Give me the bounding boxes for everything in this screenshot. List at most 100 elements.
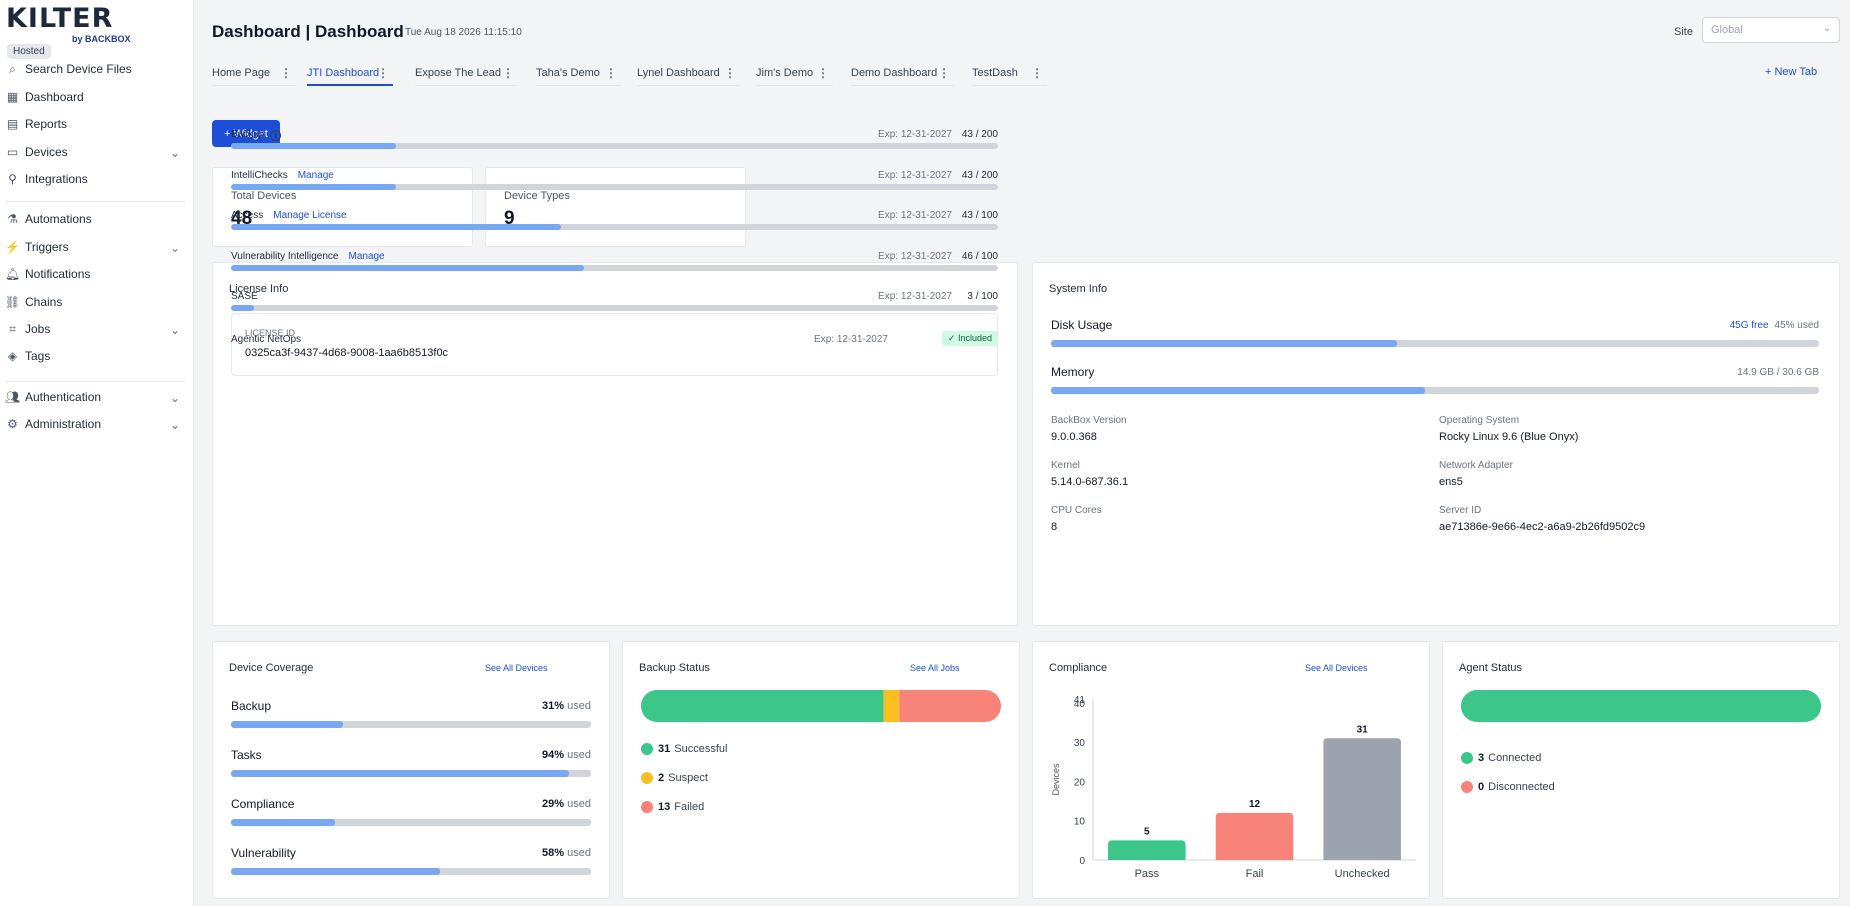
see-all-jobs-link[interactable]: See All Jobs [910,663,960,673]
sidebar-item-tags[interactable]: ◈ Tags [0,343,194,369]
kilter-logo[interactable]: KILTER by BACKBOX [6,3,131,45]
sidebar-item-search-device-files[interactable]: ⌕ Search Device Files [0,56,194,82]
y-tick-label: 40 [1074,699,1086,710]
license-manage-link[interactable]: Manage License [273,210,347,221]
license-usage-bar [231,224,998,230]
license-usage-bar [231,265,998,271]
device-coverage-card: Device Coverage See All Devices Backup 31… [212,641,610,899]
backup-segment-successful[interactable] [641,690,884,722]
see-all-devices-link[interactable]: See All Devices [485,663,548,673]
card-title: Agent Status [1459,662,1522,674]
sidebar-item-reports[interactable]: ▤ Reports [0,111,194,137]
tab-label: Lynel Dashboard [637,67,720,79]
tab-jti-dashboard[interactable]: JTI Dashboard ⋮ [307,62,393,86]
tab-expose-the-lead[interactable]: Expose The Lead ⋮ [415,62,518,86]
flask-icon: ⚗ [7,212,18,226]
kebab-menu-icon[interactable]: ⋮ [938,66,950,80]
bar-pass[interactable] [1108,840,1186,860]
tab-label: Jim's Demo [756,67,814,79]
coverage-used-word: used [567,749,591,761]
field-key: Kernel [1051,460,1080,471]
chevron-down-icon[interactable]: ⌄ [169,241,180,255]
kebab-menu-icon[interactable]: ⋮ [605,66,617,80]
sidebar-item-integrations[interactable]: ⚲ Integrations [0,166,194,192]
kebab-menu-icon[interactable]: ⋮ [502,66,514,80]
backup-segment-failed[interactable] [899,690,1001,722]
bar-unchecked[interactable] [1323,738,1401,860]
chevron-down-icon[interactable]: ⌄ [169,323,180,337]
license-expiry: Exp: 12-31-2027 [878,129,952,140]
coverage-percent-value: 58% [542,847,565,859]
backup-segment-suspect[interactable] [883,690,900,722]
coverage-fill [231,721,343,728]
sidebar-item-triggers[interactable]: ⚡ Triggers ⌄ [0,234,194,260]
sidebar: KILTER by BACKBOX Hosted ⌕ Search Device … [0,0,194,906]
tab-demo-dashboard[interactable]: Demo Dashboard ⋮ [851,62,954,86]
coverage-row-vulnerability: Vulnerability 58% used [231,846,591,875]
kebab-menu-icon[interactable]: ⋮ [377,66,389,80]
sidebar-item-dashboard[interactable]: ▦ Dashboard [0,84,194,110]
license-expiry: Exp: 12-31-2027 [878,291,952,302]
license-id-value[interactable]: 0325ca3f-9437-4d68-9008-1aa6b8513f0c [245,347,449,359]
coverage-row-tasks: Tasks 94% used [231,748,591,777]
sidebar-item-notifications[interactable]: 🔔︎ Notifications [0,261,194,287]
license-expiry: Exp: 12-31-2027 [878,251,952,262]
site-select[interactable]: Global ⌄ [1702,17,1840,43]
sidebar-item-authentication[interactable]: 👥︎ Authentication ⌄ [0,384,194,410]
kebab-menu-icon[interactable]: ⋮ [280,66,292,80]
sidebar-item-devices[interactable]: ▭ Devices ⌄ [0,139,194,165]
stat-label: Total Devices [231,190,297,202]
license-manage-link[interactable]: Manage [348,251,385,262]
sidebar-item-chains[interactable]: ⛓ Chains [0,289,194,315]
legend-count: 3 [1478,752,1485,764]
license-info-card: License Info LICENSE ID 0325ca3f-9437-4d… [212,129,1018,626]
chevron-down-icon[interactable]: ⌄ [169,391,180,405]
sidebar-item-automations[interactable]: ⚗ Automations [0,206,194,232]
sidebar-item-administration[interactable]: ⚙ Administration ⌄ [0,411,194,437]
tab-label: Expose The Lead [415,67,502,79]
license-name-text: Agentic NetOps [231,334,302,345]
coverage-label: Tasks [231,748,262,762]
bar-value-label: 12 [1249,799,1261,810]
tab-taha-s-demo[interactable]: Taha's Demo ⋮ [536,62,621,86]
legend-successful: 31 Successful [641,743,727,755]
coverage-label: Compliance [231,797,295,811]
chevron-down-icon[interactable]: ⌄ [169,418,180,432]
hosted-badge: Hosted [7,44,51,59]
coverage-row-backup: Backup 31% used [231,699,591,728]
see-all-devices-link[interactable]: See All Devices [1305,663,1368,673]
kebab-menu-icon[interactable]: ⋮ [724,66,736,80]
agent-segment-connected[interactable] [1461,690,1821,722]
disk-usage-fill [1051,340,1397,347]
kebab-menu-icon[interactable]: ⋮ [1031,66,1043,80]
field-value: 8 [1051,521,1058,533]
dashboard-icon: ▦ [6,90,19,104]
sidebar-item-jobs[interactable]: ⌗ Jobs ⌄ [0,316,194,342]
disk-free-link[interactable]: 45G free [1729,320,1769,331]
sidebar-item-label: Jobs [25,322,51,336]
license-usage-fill [231,184,396,190]
tab-home-page[interactable]: Home Page ⋮ [212,62,296,86]
server-id: Server ID ae71386e-9e66-4ec2-a6a9-2b26fd9… [1439,505,1645,533]
tab-testdash[interactable]: TestDash ⋮ [972,62,1047,86]
add-widget-button[interactable]: + Widget [212,120,280,147]
license-name: SASE [231,291,258,302]
new-tab-button[interactable]: + New Tab [1765,66,1818,78]
bar-value-label: 31 [1357,724,1369,735]
logo-wordmark: KILTER [6,3,114,34]
field-value: Rocky Linux 9.6 (Blue Onyx) [1439,431,1579,443]
field-key: Operating System [1439,415,1520,426]
sidebar-divider [6,381,185,382]
tab-jim-s-demo[interactable]: Jim's Demo ⋮ [756,62,833,86]
search-icon: ⌕ [9,61,16,76]
agent-status-card: Agent Status 3 Connected 0 Disconnected [1442,641,1840,899]
coverage-label: Vulnerability [231,846,296,860]
kebab-menu-icon[interactable]: ⋮ [817,66,829,80]
card-title: Device Coverage [229,662,314,674]
license-usage-fill [231,305,254,311]
tab-lynel-dashboard[interactable]: Lynel Dashboard ⋮ [637,62,740,86]
chevron-down-icon[interactable]: ⌄ [169,146,180,160]
bar-fail[interactable] [1215,812,1294,860]
info-icon[interactable]: i [270,130,282,141]
license-manage-link[interactable]: Manage [297,170,334,181]
